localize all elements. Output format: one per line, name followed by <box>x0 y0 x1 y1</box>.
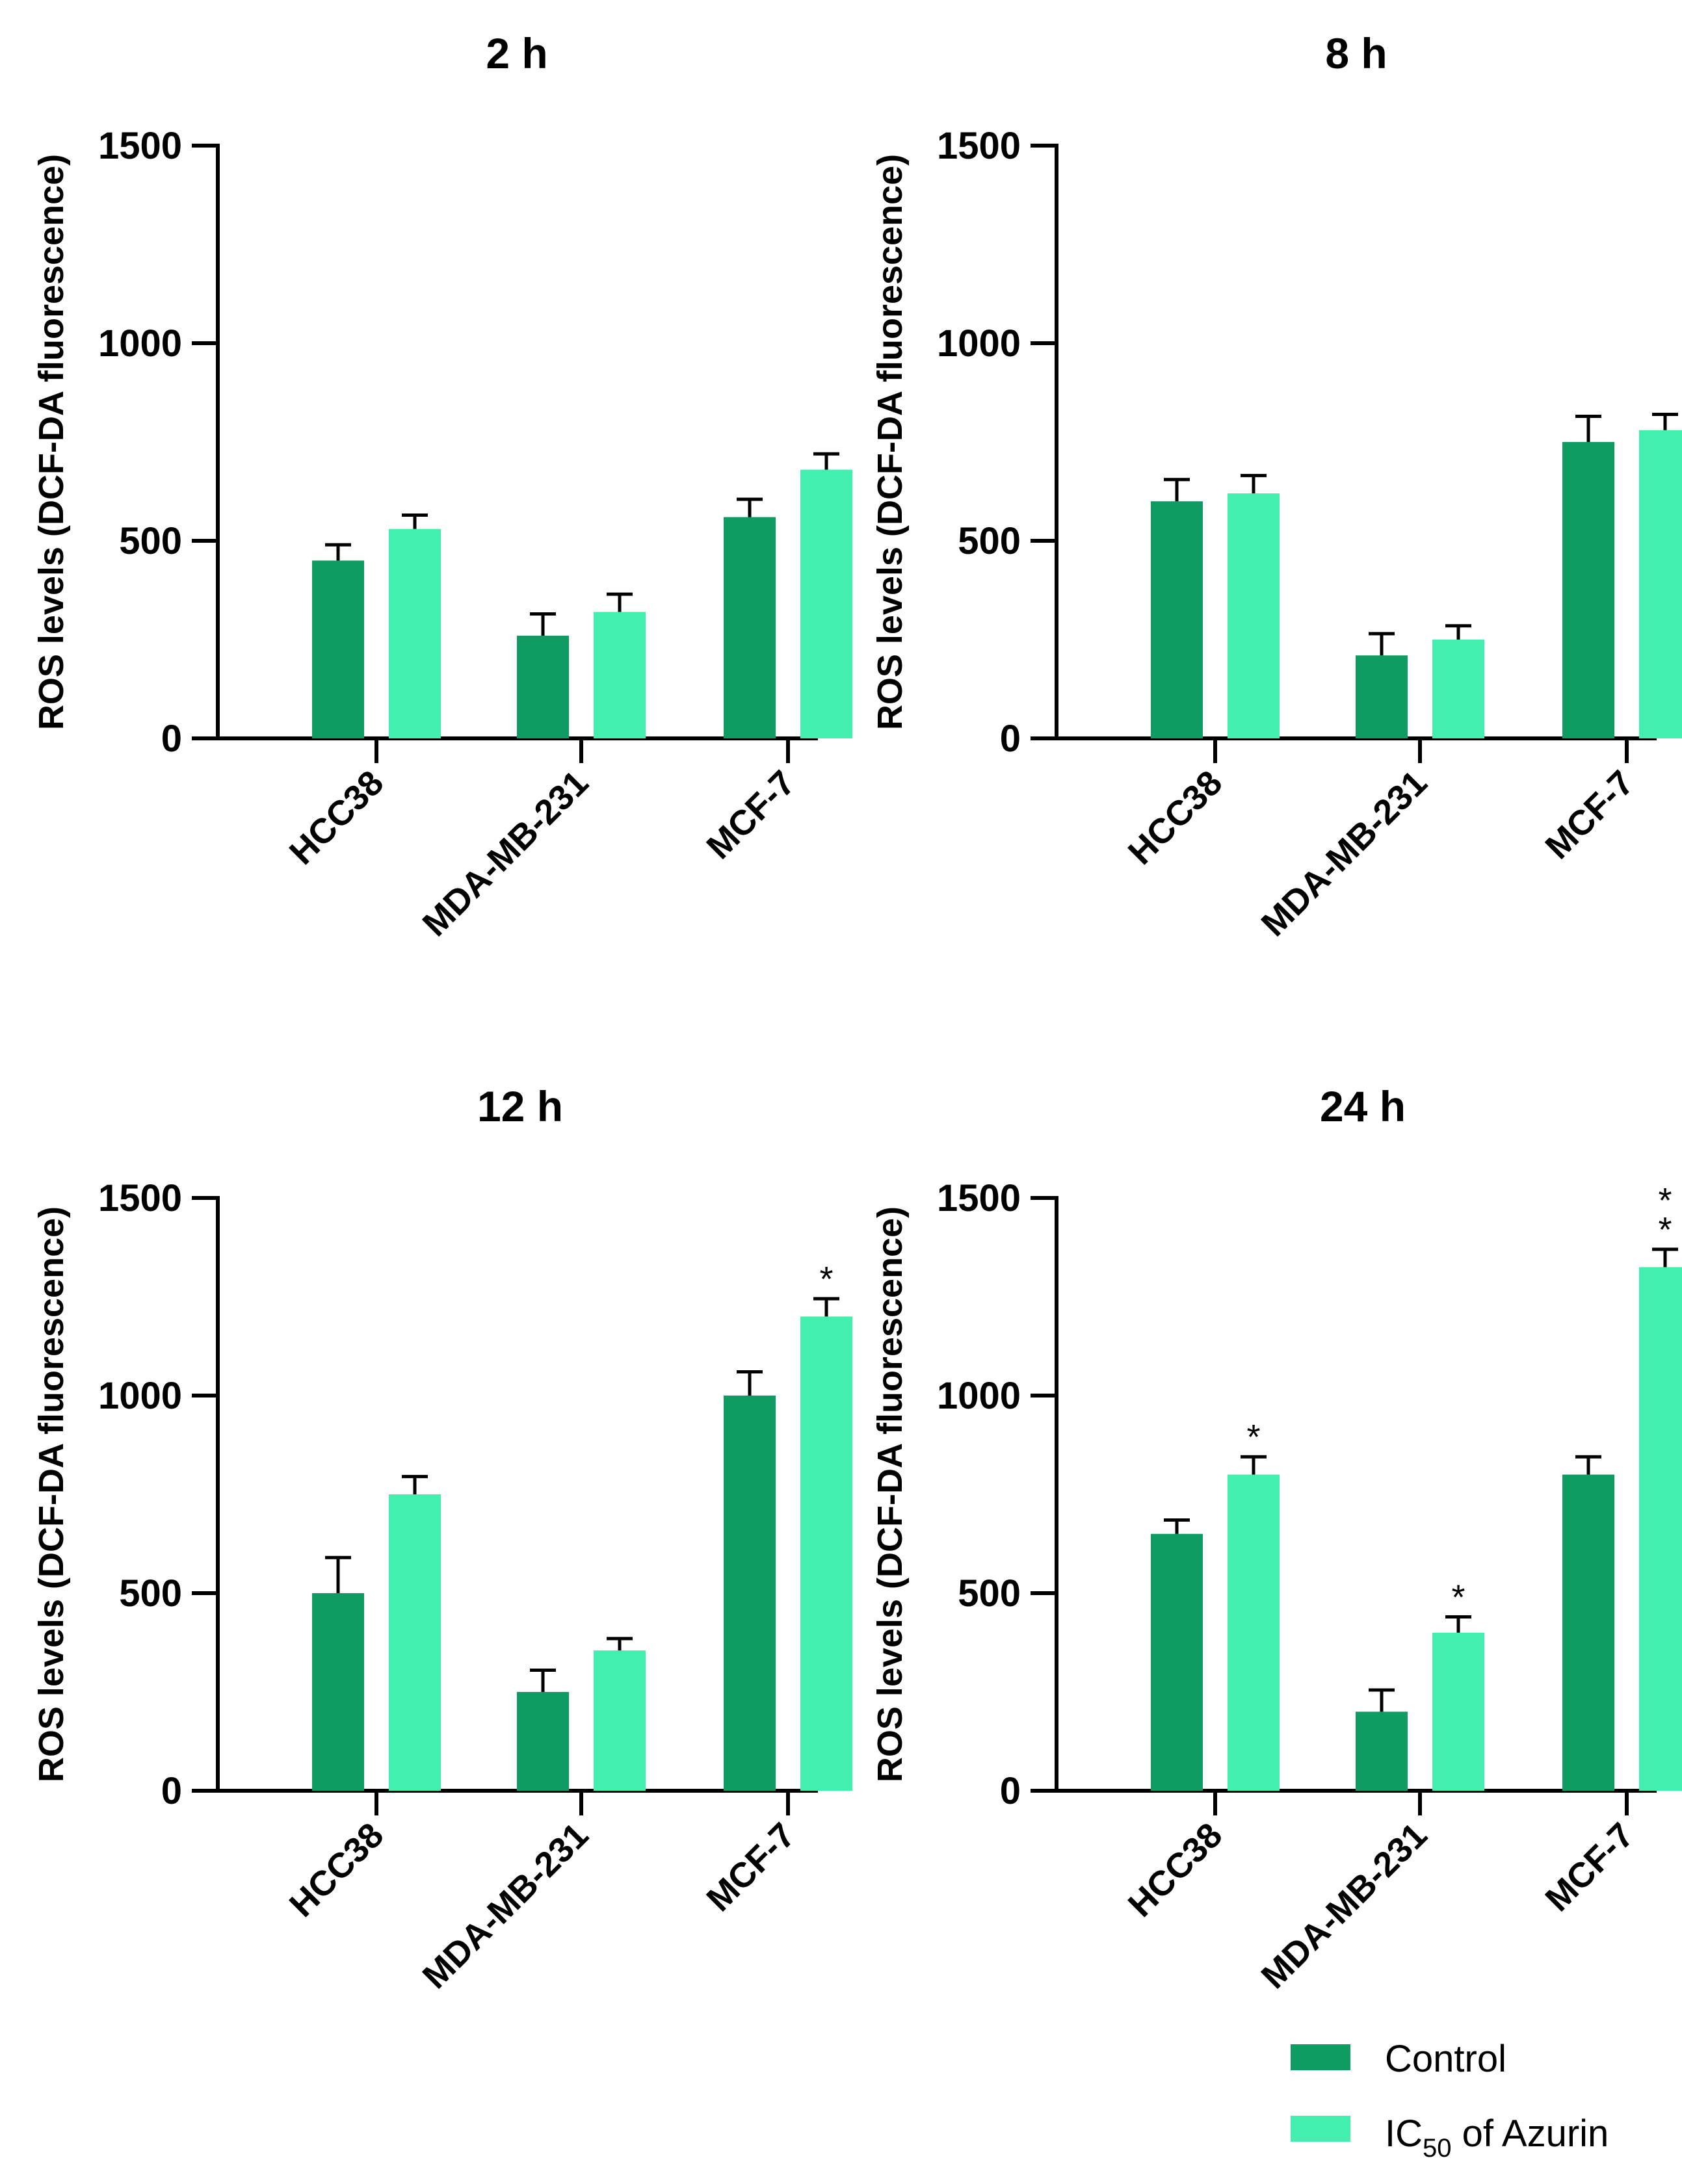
bar-azurin <box>800 1316 852 1791</box>
y-axis-label: ROS levels (DCF-DA fluorescence) <box>32 1206 71 1782</box>
bar-azurin <box>1432 1632 1484 1791</box>
y-tick-label: 500 <box>119 520 182 562</box>
y-axis-label: ROS levels (DCF-DA fluorescence) <box>871 154 910 730</box>
y-tick-label: 1000 <box>937 1375 1021 1417</box>
bar-control <box>1151 501 1203 738</box>
bar-azurin <box>1228 1474 1280 1791</box>
x-tick-label: MCF-7 <box>699 1815 802 1919</box>
y-tick-label: 0 <box>161 718 182 760</box>
x-tick-label: MDA-MB-231 <box>415 763 596 944</box>
x-tick-label: MCF-7 <box>1538 763 1641 866</box>
chart-title: 2 h <box>486 29 547 77</box>
significance-mark: * <box>1246 1418 1260 1457</box>
y-tick-label: 1500 <box>937 1177 1021 1219</box>
chart-title: 8 h <box>1325 29 1387 77</box>
x-tick-label: HCC38 <box>1121 1815 1230 1925</box>
bar-control <box>517 1692 569 1791</box>
bar-azurin <box>389 1494 441 1791</box>
y-tick-label: 0 <box>1000 1770 1021 1812</box>
y-tick-label: 1500 <box>98 1177 182 1219</box>
chart-panel-3: 24 h ROS levels (DCF-DA fluorescence) 0 500… <box>871 1082 1682 1996</box>
legend-label-azurin: IC50 of Azurin <box>1385 2112 1609 2163</box>
chart-title: 12 h <box>477 1082 563 1130</box>
significance-mark: * <box>819 1260 833 1299</box>
bar-control <box>1151 1533 1203 1791</box>
significance-mark: * <box>1451 1578 1465 1617</box>
y-tick-label: 1000 <box>937 322 1021 365</box>
x-tick-label: MDA-MB-231 <box>1254 763 1435 944</box>
x-tick-label: MCF-7 <box>1538 1815 1641 1919</box>
x-tick-label: HCC38 <box>1121 763 1230 872</box>
significance-mark: * <box>1658 1181 1672 1220</box>
chart-panel-2: 12 h ROS levels (DCF-DA fluorescence) 0 500… <box>32 1082 852 1996</box>
bar-azurin <box>594 1650 646 1791</box>
y-tick-label: 1500 <box>98 125 182 167</box>
x-tick-label: HCC38 <box>282 763 391 872</box>
y-tick-label: 0 <box>161 1770 182 1812</box>
bar-control <box>1562 442 1614 738</box>
x-tick-label: MDA-MB-231 <box>415 1815 596 1996</box>
legend-swatch-control <box>1291 2044 1350 2070</box>
y-axis-label: ROS levels (DCF-DA fluorescence) <box>32 154 71 730</box>
legend: Control IC50 of Azurin <box>1291 2038 1609 2163</box>
bar-azurin <box>1639 430 1682 738</box>
bar-control <box>724 1396 776 1791</box>
bar-control <box>1562 1474 1614 1791</box>
x-tick-label: MCF-7 <box>699 763 802 866</box>
bar-azurin <box>389 528 441 738</box>
bar-control <box>517 635 569 738</box>
y-tick-label: 0 <box>1000 718 1021 760</box>
bar-azurin <box>1228 493 1280 738</box>
bar-control <box>1356 655 1408 738</box>
bar-azurin <box>594 612 646 738</box>
bar-control <box>312 1593 364 1791</box>
legend-subscript: 50 <box>1423 2134 1452 2163</box>
bar-control <box>312 560 364 738</box>
y-tick-label: 1000 <box>98 322 182 365</box>
x-tick-label: HCC38 <box>282 1815 391 1925</box>
y-axis-label: ROS levels (DCF-DA fluorescence) <box>871 1206 910 1782</box>
chart-title: 24 h <box>1320 1082 1406 1130</box>
y-tick-label: 1500 <box>937 125 1021 167</box>
chart-panel-0: 2 h ROS levels (DCF-DA fluorescence) 0 500 1… <box>32 29 852 944</box>
legend-label-control: Control <box>1385 2038 1506 2080</box>
y-tick-label: 500 <box>119 1572 182 1615</box>
y-tick-label: 1000 <box>98 1375 182 1417</box>
significance-mark: * <box>1658 1210 1672 1249</box>
legend-swatch-azurin <box>1291 2116 1350 2142</box>
bar-control <box>1356 1711 1408 1791</box>
bar-azurin <box>1432 640 1484 738</box>
chart-panel-1: 8 h ROS levels (DCF-DA fluorescence) 0 500 1… <box>871 29 1682 944</box>
bar-azurin <box>1639 1267 1682 1791</box>
bar-control <box>724 517 776 738</box>
y-tick-label: 500 <box>958 1572 1021 1615</box>
bar-azurin <box>800 469 852 738</box>
x-tick-label: MDA-MB-231 <box>1254 1815 1435 1996</box>
y-tick-label: 500 <box>958 520 1021 562</box>
